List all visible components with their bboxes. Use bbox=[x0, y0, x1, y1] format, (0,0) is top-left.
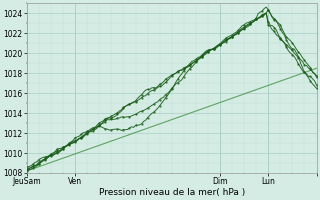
X-axis label: Pression niveau de la mer( hPa ): Pression niveau de la mer( hPa ) bbox=[99, 188, 245, 197]
